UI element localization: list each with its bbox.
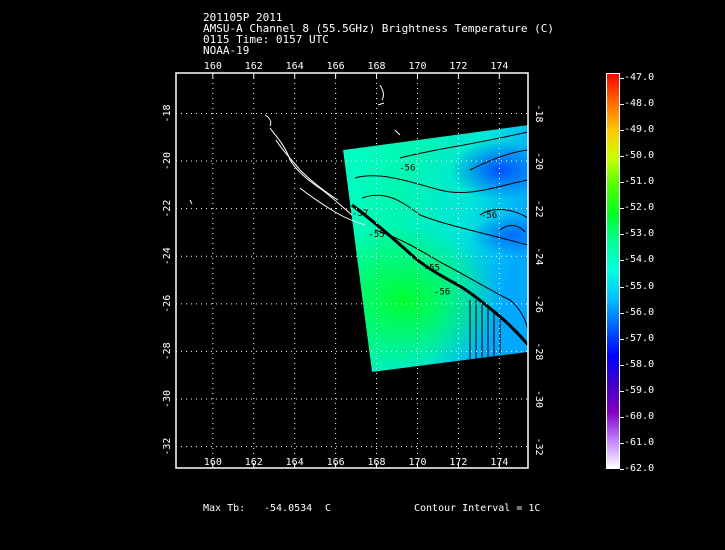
colorbar-label: -49.0 [624, 124, 655, 136]
colorbar-label: -60.0 [624, 410, 655, 422]
max-tb-value: -54.0534 [264, 503, 313, 514]
contour-label: -55 [424, 264, 440, 274]
lon-label-bottom: 160 [204, 457, 222, 468]
colorbar-label: -62.0 [624, 463, 655, 474]
lon-label-top: 170 [408, 61, 426, 72]
max-tb-label: Max Tb: [203, 503, 246, 514]
lat-label-left: -30 [162, 390, 173, 408]
colorbar-label: -54.0 [624, 254, 655, 266]
colorbar-label: -59.0 [624, 384, 655, 396]
colorbar-tick [620, 469, 624, 470]
lat-label-left: -28 [162, 342, 173, 360]
lat-label-left: -20 [162, 152, 173, 170]
colorbar-tick [620, 364, 624, 366]
colorbar-label: -56.0 [624, 306, 655, 318]
lat-label-right: -22 [533, 200, 544, 218]
contour-label: -56 [481, 211, 497, 221]
colorbar-tick [620, 130, 624, 132]
lon-label-bottom: 174 [490, 457, 508, 468]
colorbar-tick [620, 338, 624, 340]
header-date: 201105P 2011 [203, 11, 283, 24]
colorbar-label: -53.0 [624, 228, 655, 240]
lat-label-right: -30 [533, 390, 544, 408]
contour-label: -56 [434, 287, 450, 297]
contour-label: -57 [352, 209, 368, 219]
coastline-bold [351, 203, 530, 346]
lat-label-right: -24 [533, 247, 544, 265]
lon-label-bottom: 168 [368, 457, 386, 468]
colorbar-label: -50.0 [624, 150, 655, 162]
header-title: AMSU-A Channel 8 (55.5GHz) Brightness Te… [203, 22, 554, 35]
colorbar [606, 73, 620, 469]
lat-label-right: -18 [533, 104, 544, 122]
header-time: 0115 Time: 0157 UTC [203, 33, 329, 46]
colorbar-tick [620, 182, 624, 184]
lon-label-top: 160 [204, 61, 222, 72]
lon-label-bottom: 172 [449, 457, 467, 468]
colorbar-tick [620, 208, 624, 210]
lon-label-top: 174 [490, 61, 508, 72]
lat-label-left: -18 [162, 104, 173, 122]
colorbar-tick [620, 104, 624, 106]
colorbar-label: -48.0 [624, 98, 655, 110]
colorbar-tick [620, 78, 624, 79]
colorbar-label: -52.0 [624, 202, 655, 214]
colorbar-label: -51.0 [624, 176, 655, 188]
brightness-swath [343, 125, 528, 372]
header-satellite: NOAA-19 [203, 44, 250, 57]
colorbar-label: -61.0 [624, 436, 655, 448]
lon-label-bottom: 162 [245, 457, 263, 468]
contour-label: -55 [368, 230, 384, 240]
lon-label-top: 164 [286, 61, 304, 72]
map-plot: 160 160 162 162 164 164 166 166 168 168 170 170 172 1… [162, 61, 544, 469]
lon-label-bottom: 164 [286, 457, 304, 468]
lat-label-right: -20 [533, 152, 544, 170]
colorbar-tick [620, 286, 624, 288]
lon-label-bottom: 170 [408, 457, 426, 468]
colorbar-tick [620, 312, 624, 314]
lon-label-top: 172 [449, 61, 467, 72]
lat-label-right: -32 [533, 438, 544, 456]
map-frame [175, 72, 529, 469]
colorbar-label: -58.0 [624, 358, 655, 370]
colorbar-tick [620, 234, 624, 236]
max-tb-unit: C [325, 503, 332, 514]
contour-label: -56 [399, 164, 415, 174]
lat-label-left: -24 [162, 247, 173, 265]
colorbar-tick [620, 390, 624, 392]
lon-label-top: 168 [368, 61, 386, 72]
colorbar-label: -47.0 [624, 72, 655, 83]
colorbar-tick [620, 260, 624, 262]
coastline [189, 84, 401, 226]
colorbar-tick [620, 442, 624, 444]
lon-label-top: 162 [245, 61, 263, 72]
lat-label-right: -28 [533, 342, 544, 360]
lat-label-left: -22 [162, 200, 173, 218]
lat-label-right: -26 [533, 295, 544, 313]
colorbar-label: -55.0 [624, 280, 655, 292]
lon-label-top: 166 [327, 61, 345, 72]
colorbar-tick [620, 156, 624, 158]
lat-label-left: -26 [162, 295, 173, 313]
colorbar-tick [620, 416, 624, 418]
lon-label-bottom: 166 [327, 457, 345, 468]
lat-label-left: -32 [162, 438, 173, 456]
colorbar-label: -57.0 [624, 332, 655, 344]
contour-interval: Contour Interval = 1C [414, 503, 541, 514]
